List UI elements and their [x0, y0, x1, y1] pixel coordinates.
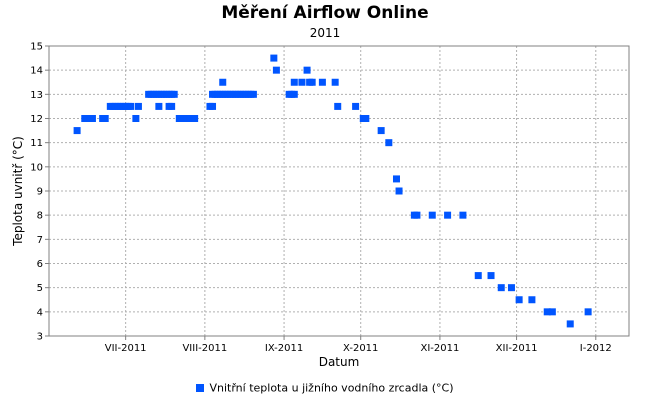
y-tick-label: 14 [30, 66, 43, 77]
x-tick-label: X-2011 [343, 343, 378, 354]
data-point [209, 102, 217, 110]
data-point [290, 90, 298, 98]
x-tick-label: XI-2011 [420, 343, 459, 354]
chart-subtitle: 2011 [309, 26, 341, 40]
data-point [497, 284, 505, 292]
x-tick-label: IX-2011 [265, 343, 303, 354]
data-point [515, 296, 523, 304]
legend-swatch [196, 384, 205, 392]
data-point [566, 320, 574, 328]
data-point [334, 102, 342, 110]
y-tick-label: 10 [30, 162, 43, 173]
data-point [290, 78, 298, 86]
data-point [395, 187, 403, 195]
data-point [127, 102, 135, 110]
y-tick-label: 6 [37, 259, 43, 270]
data-point [272, 66, 280, 74]
data-point [318, 78, 326, 86]
data-point [543, 308, 551, 316]
x-tick-label: VIII-2011 [182, 343, 227, 354]
chart-title: Měření Airflow Online [221, 3, 429, 23]
data-point [474, 272, 482, 280]
y-axis: 3 4 5 6 7 8 9 10 11 12 13 14 15 [30, 42, 49, 343]
data-point [528, 296, 536, 304]
data-point [331, 78, 339, 86]
x-axis: VII-2011 VIII-2011 IX-2011 X-2011 XI-2011 XII… [105, 336, 612, 354]
y-tick-label: 12 [30, 114, 43, 125]
y-tick-label: 11 [30, 138, 43, 149]
data-point [308, 78, 316, 86]
x-tick-label: XII-2011 [496, 343, 538, 354]
y-tick-label: 4 [37, 307, 43, 318]
data-point [459, 211, 467, 219]
y-axis-title: Teplota uvnitř (°C) [11, 136, 25, 247]
y-tick-label: 7 [37, 235, 43, 246]
x-axis-title: Datum [319, 355, 360, 369]
data-point [170, 90, 178, 98]
data-point [428, 211, 436, 219]
x-tick-label: I-2012 [580, 343, 612, 354]
data-point [132, 115, 140, 122]
y-tick-label: 13 [30, 90, 43, 101]
data-point [487, 272, 495, 280]
legend-label: Vnitřní teplota u jižního vodního zrcadl… [209, 381, 454, 395]
data-point [413, 211, 421, 219]
data-point [352, 102, 360, 110]
data-point [168, 102, 176, 110]
data-point [362, 115, 370, 122]
data-point [101, 115, 109, 122]
data-point [444, 211, 452, 219]
data-point [392, 175, 400, 183]
y-tick-label: 3 [37, 332, 43, 343]
data-point [73, 127, 81, 135]
data-point [270, 54, 278, 62]
grid-lines [49, 46, 629, 336]
y-tick-label: 8 [37, 211, 43, 222]
data-point [155, 102, 163, 110]
legend: Vnitřní teplota u jižního vodního zrcadl… [0, 381, 650, 395]
y-tick-label: 15 [30, 42, 43, 53]
data-point [298, 78, 306, 86]
data-point [303, 66, 311, 74]
data-point [548, 308, 556, 316]
data-point [385, 139, 393, 147]
data-point [88, 115, 96, 122]
data-point [507, 284, 515, 292]
data-point [134, 102, 142, 110]
data-point [191, 115, 199, 122]
data-point [377, 127, 385, 135]
x-tick-label: VII-2011 [105, 343, 147, 354]
y-tick-label: 5 [37, 283, 43, 294]
data-point [219, 78, 227, 86]
data-point [584, 308, 592, 316]
data-point [249, 90, 257, 98]
y-tick-label: 9 [37, 187, 43, 198]
data-points [73, 54, 592, 328]
